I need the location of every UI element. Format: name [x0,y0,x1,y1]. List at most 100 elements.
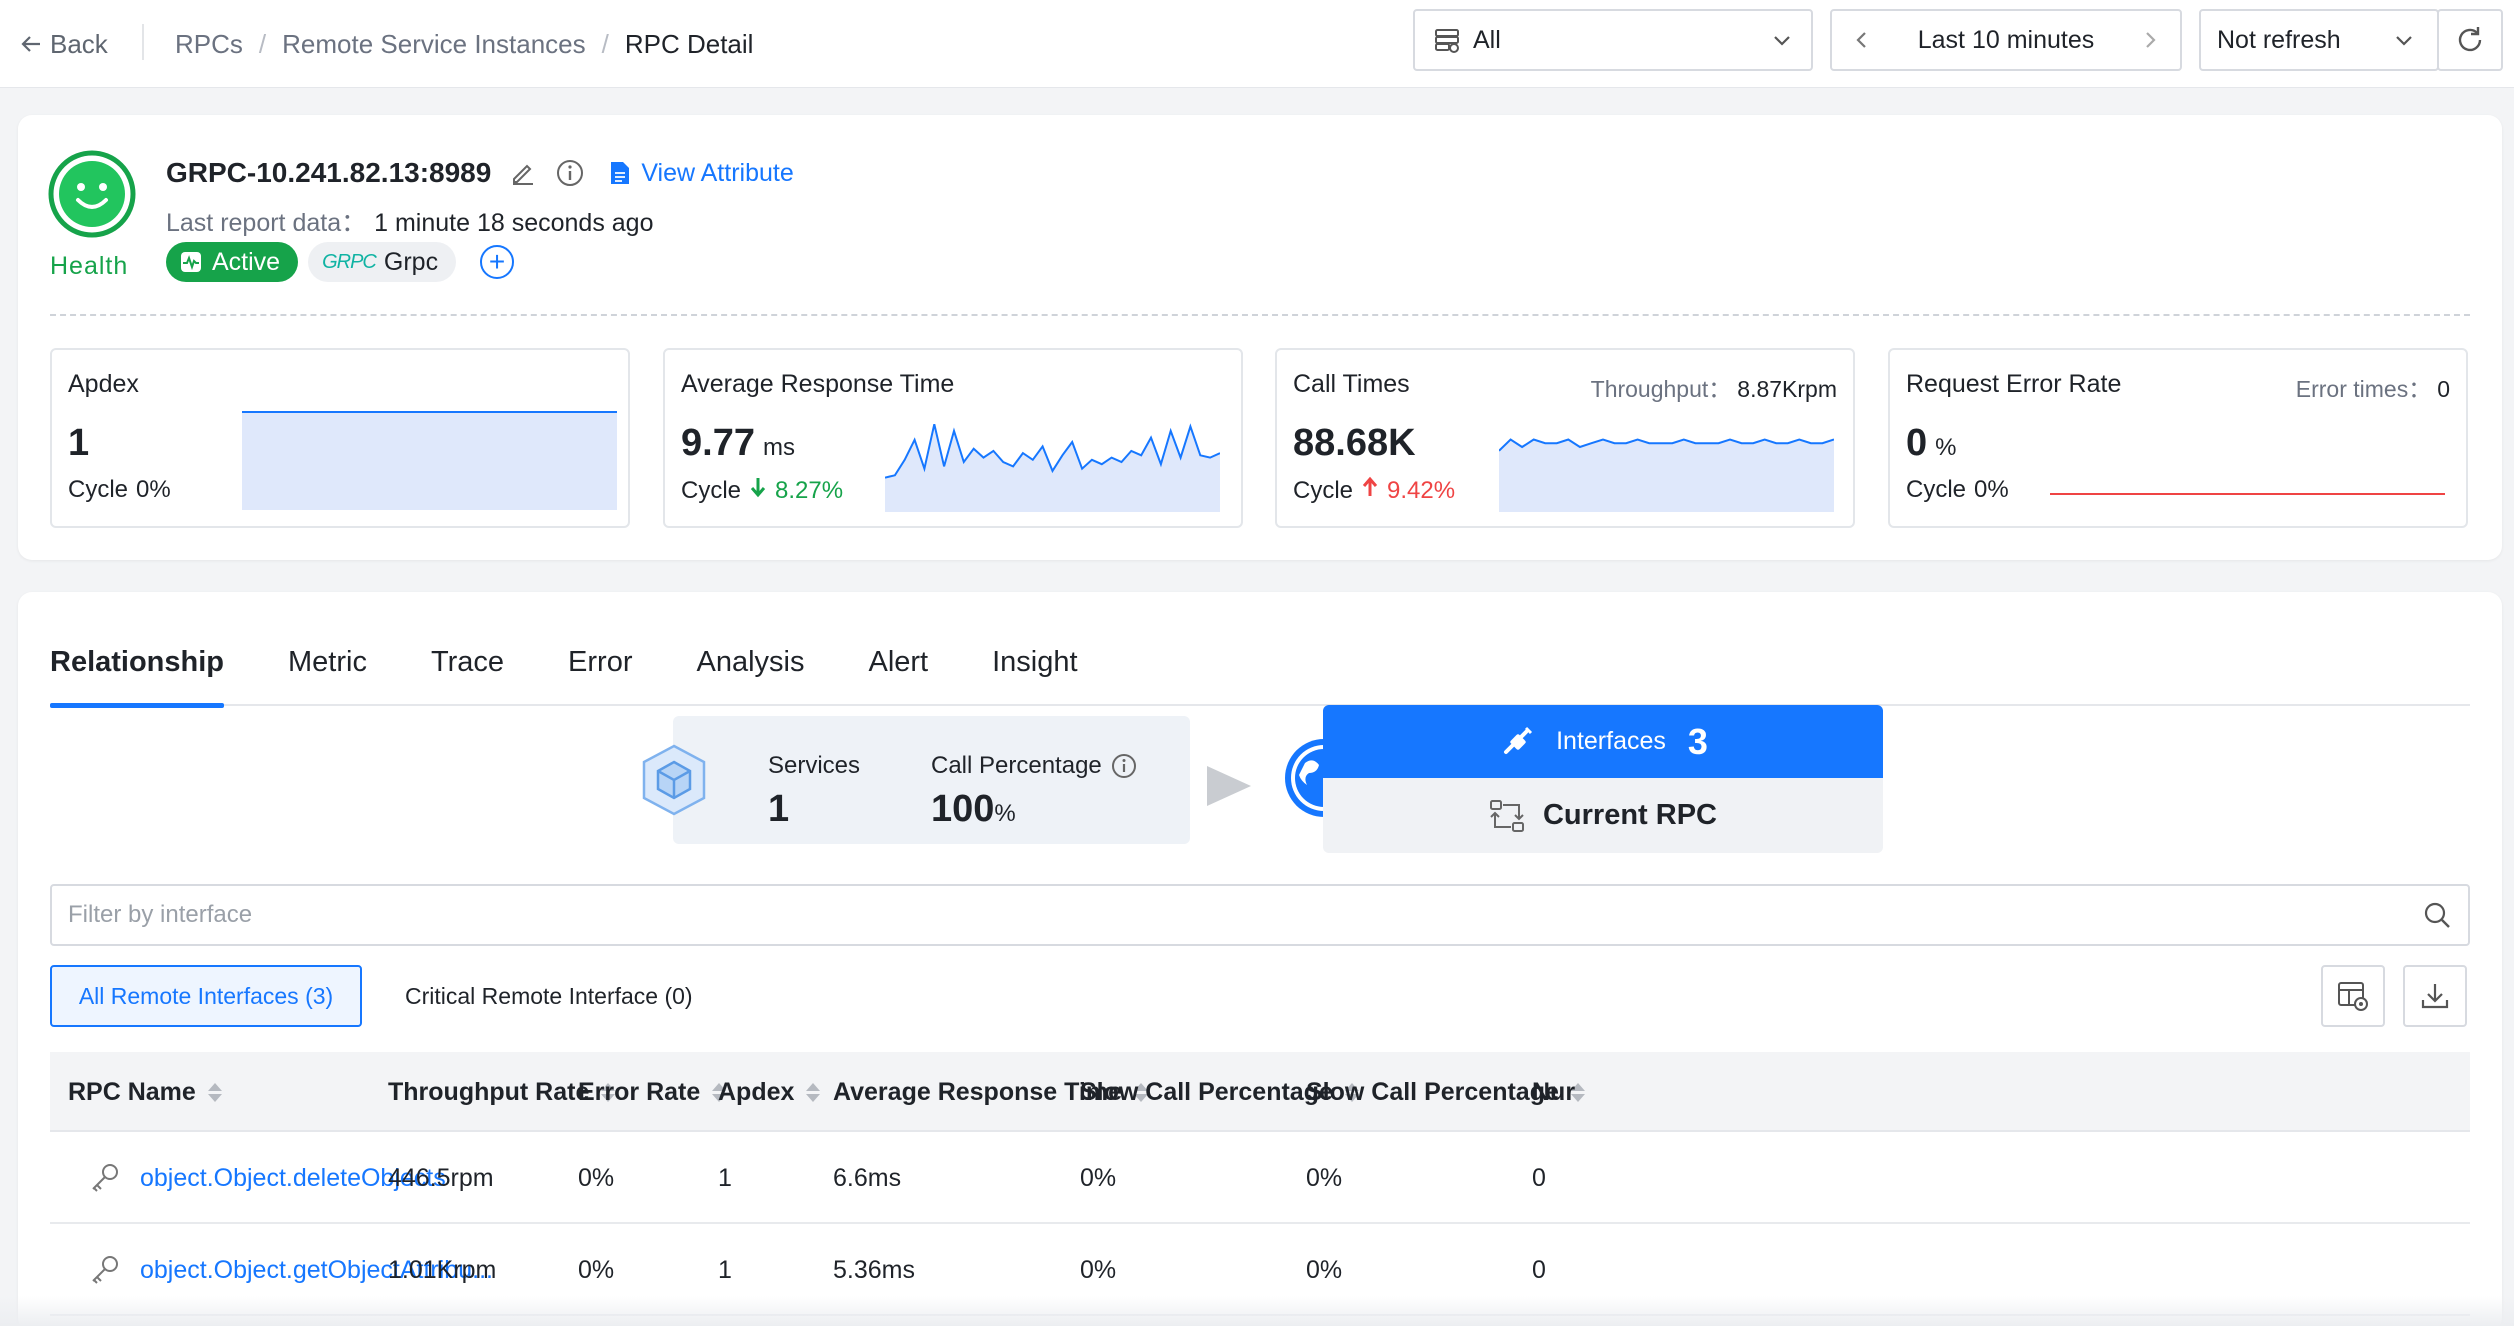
breadcrumb-remote-service-instances[interactable]: Remote Service Instances [282,28,586,59]
breadcrumb-rpcs[interactable]: RPCs [175,28,243,59]
metric-unit: ms [762,434,795,461]
refresh-icon [2458,27,2482,52]
call-percentage-unit: % [994,800,1016,827]
interface-filter-input[interactable] [68,901,2422,929]
tab-relationship[interactable]: Relationship [50,622,225,708]
sort-icon[interactable] [601,1082,616,1102]
sort-icon[interactable] [712,1082,727,1102]
instance-tags: Active GRPC Grpc + [166,242,515,282]
column-header[interactable]: Slow Call Percentage [1306,1052,1585,1132]
critical-remote-interface-tab[interactable]: Critical Remote Interface (0) [405,982,693,1009]
refresh-button[interactable] [2437,9,2503,71]
column-settings-button[interactable] [2321,965,2385,1027]
time-range-picker[interactable]: Last 10 minutes [1830,9,2182,71]
view-attribute-link[interactable]: View Attribute [609,158,794,188]
key-icon [92,1256,118,1284]
scope-select[interactable]: All [1413,9,1813,71]
apdex-sparkline [242,411,617,510]
tab-error[interactable]: Error [568,646,633,678]
cycle-label: Cycle [1293,476,1354,504]
column-header[interactable]: Slow Call Percentage [1080,1052,1359,1132]
chevron-left-icon[interactable] [1852,29,1872,51]
metric-cycle: Cycle 0% [68,476,171,504]
services-node[interactable]: Services 1 Call Percentage 100% [673,716,1190,844]
tab-trace[interactable]: Trace [430,646,505,678]
last-report-value: 1 minute 18 seconds ago [374,209,654,237]
back-label: Back [50,28,108,59]
sparkline-area [1499,439,1834,512]
table-cell: 0% [1080,1132,1116,1224]
tab-analysis[interactable]: Analysis [696,646,805,678]
back-button[interactable]: Back [20,24,108,64]
metric-request-error-rate[interactable]: Request Error Rate Error times： 0 0% Cycl… [1888,348,2468,528]
sort-icon[interactable] [806,1082,821,1102]
response-time-sparkline [885,423,1220,512]
sort-icon[interactable] [1570,1082,1585,1102]
sparkline-area [242,412,617,510]
table-row[interactable]: object.Object.deleteObjects 446.5rpm 0% 1 6.… [50,1132,2470,1224]
table-cell: 5.36ms [833,1224,915,1316]
column-header[interactable]: Error Rate [578,1052,727,1132]
metric-apdex[interactable]: Apdex 1 Cycle 0% [50,348,630,528]
breadcrumb: RPCs / Remote Service Instances / RPC De… [175,24,753,64]
throughput-value: 8.87Krpm [1737,376,1837,402]
divider [142,24,144,60]
column-header[interactable]: RPC Name [68,1052,222,1132]
column-header-label: Average Response Time [833,1077,1123,1106]
column-header[interactable]: Average Response Time [833,1052,1149,1132]
cell-text: 0% [1080,1163,1117,1192]
column-header[interactable]: Throughput Rate [388,1052,616,1132]
table-cell: 1.01Krpm [388,1224,496,1316]
all-remote-interfaces-tab[interactable]: All Remote Interfaces (3) [50,965,362,1027]
add-tag-button[interactable]: + [480,245,515,279]
metric-unit: % [1935,434,1957,461]
search-icon[interactable] [2422,900,2452,930]
cell-text: object.Object.deleteObjects [140,1163,446,1192]
view-attribute-label: View Attribute [641,158,794,187]
sort-icon[interactable] [207,1082,222,1102]
sort-icon[interactable] [1134,1082,1149,1102]
call-times-sparkline [1499,438,1834,512]
call-percentage-number: 100 [931,788,995,830]
type-badge: GRPC Grpc [308,242,457,282]
cycle-value: 9.42% [1387,476,1456,504]
info-button[interactable] [555,158,585,188]
breadcrumb-separator: / [258,28,267,59]
cell-text: 1 [718,1163,732,1192]
info-icon[interactable] [1110,752,1138,780]
edit-button[interactable] [509,159,537,187]
sort-icon[interactable] [1344,1082,1359,1102]
rpc-name-link[interactable]: object.Object.getObjectAttribu... [88,1224,493,1316]
download-button[interactable] [2403,965,2467,1027]
interfaces-node[interactable]: Interfaces 3 Current RPC [1323,705,1883,853]
metric-call-times[interactable]: Call Times Throughput： 8.87Krpm 88.68K Cy… [1275,348,1855,528]
metric-title: Apdex [68,370,139,398]
arrow-up-icon [1361,476,1379,505]
metric-average-response-time[interactable]: Average Response Time 9.77 ms Cycle 8.27% [663,348,1243,528]
services-label: Services [768,752,861,779]
table-cell: 0% [1306,1132,1342,1224]
metric-throughput: Throughput： 8.87Krpm [1591,370,1837,404]
cell-text: 0 [1532,1255,1546,1284]
column-header-label: Apdex [718,1077,795,1106]
tab-insight[interactable]: Insight [992,646,1078,678]
call-percentage-label-row: Call Percentage [931,752,1138,780]
auto-refresh-select[interactable]: Not refresh [2199,9,2439,71]
error-times-label: Error times： [2295,376,2432,402]
throughput-label: Throughput： [1590,376,1732,402]
table-cell: 0 [1532,1132,1546,1224]
sparkline-line [1499,438,1834,452]
cell-text: 0 [1532,1163,1546,1192]
tab-metric[interactable]: Metric [288,646,367,678]
sparkline-line [885,423,1220,479]
column-header[interactable]: Apdex [718,1052,821,1132]
divider [50,314,2470,316]
flow-arrow-icon [1207,766,1251,806]
rpc-name-link[interactable]: object.Object.deleteObjects [88,1132,446,1224]
chevron-right-icon[interactable] [2140,29,2160,51]
cell-text: 1 [718,1255,732,1284]
cell-text: 5.36ms [833,1255,915,1284]
tab-alert[interactable]: Alert [868,646,929,678]
instance-title: GRPC-10.241.82.13:8989 [166,157,492,188]
cell-text: 0% [578,1255,615,1284]
